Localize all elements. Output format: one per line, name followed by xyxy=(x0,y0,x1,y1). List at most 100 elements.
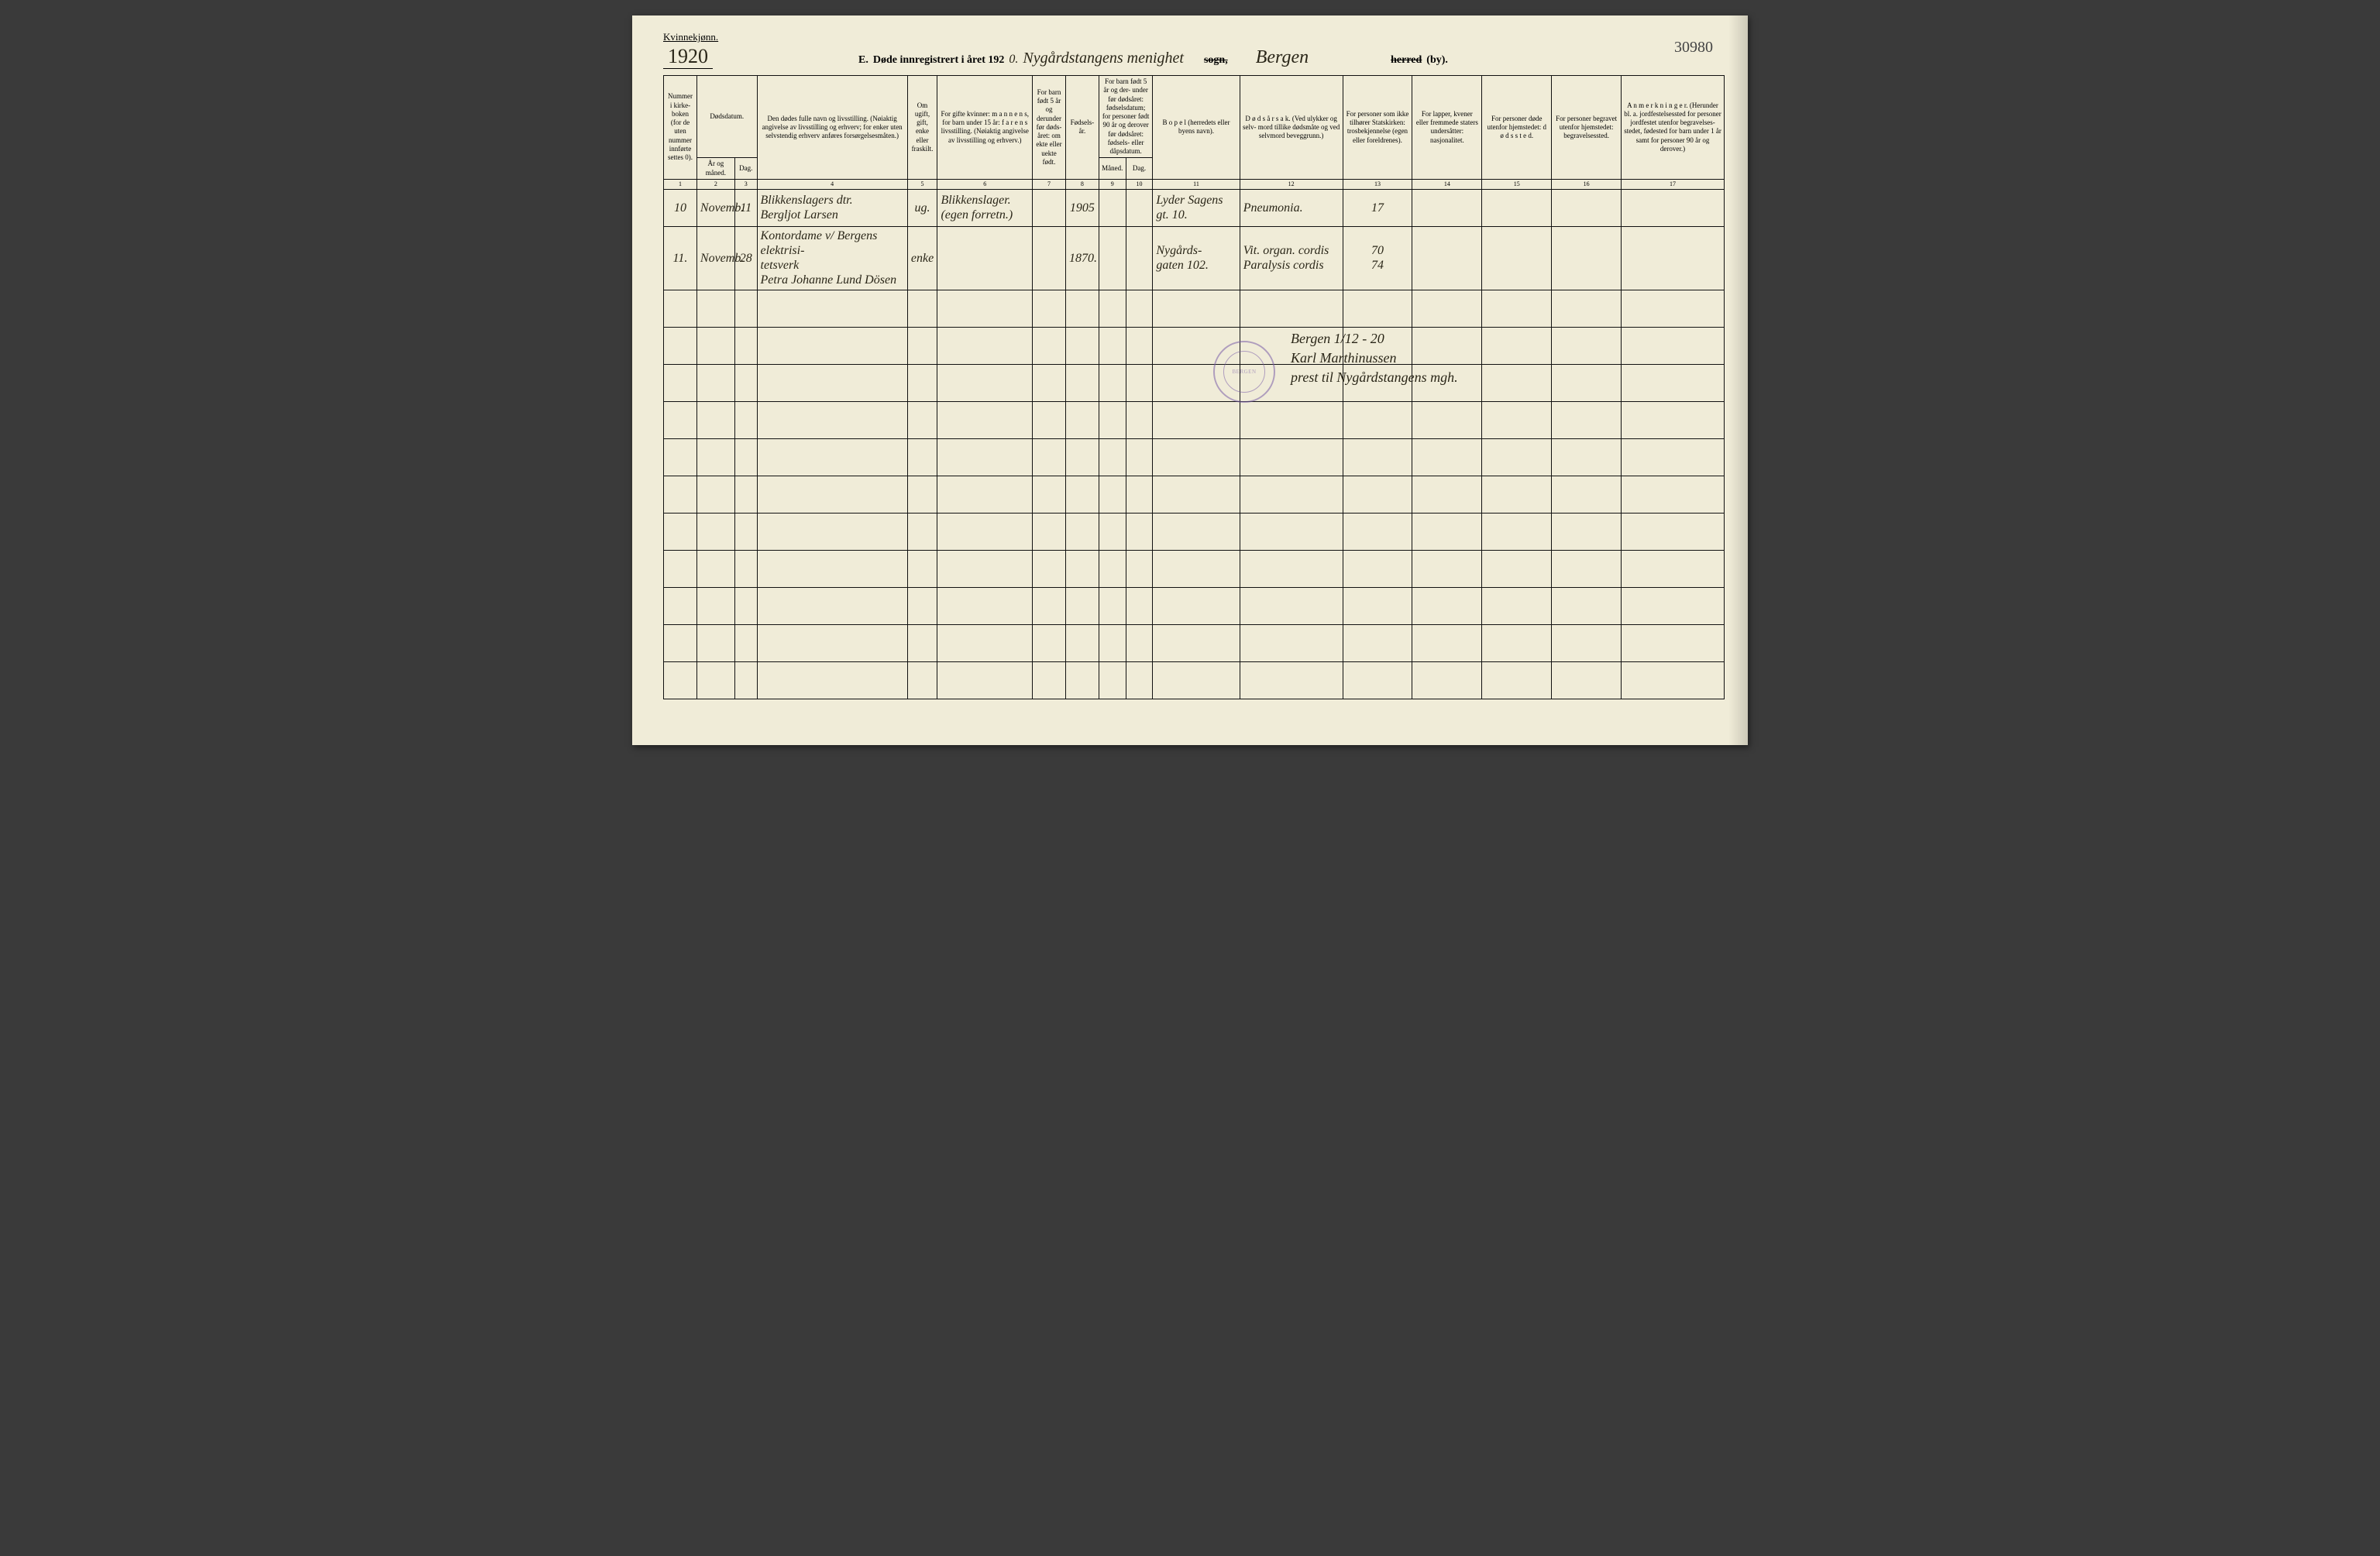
colnum: 16 xyxy=(1552,179,1622,189)
header-row-1: Nummer i kirke- boken (for de uten numme… xyxy=(664,76,1725,158)
col13-header: For personer døde utenfor hjemstedet: d … xyxy=(1482,76,1552,180)
cell-month: Novemb. xyxy=(696,189,734,226)
cell-name: Blikkenslagers dtr.Bergljot Larsen xyxy=(757,189,907,226)
cell-empty xyxy=(1412,189,1482,226)
district-handwritten: Bergen xyxy=(1256,47,1309,68)
col11-header: For personer som ikke tilhører Statskirk… xyxy=(1343,76,1412,180)
by-label: (by). xyxy=(1426,54,1448,67)
col14-header: For personer begravet utenfor hjemstedet… xyxy=(1552,76,1622,180)
cell-bday xyxy=(1126,189,1153,226)
col12-header: For lapper, kvener eller fremmede stater… xyxy=(1412,76,1482,180)
cell-reloc: Blikkenslager.(egen forretn.) xyxy=(937,189,1033,226)
cell-birthyear: 1905 xyxy=(1065,189,1099,226)
table-row xyxy=(664,513,1725,550)
year-handwritten: 1920 xyxy=(663,45,713,69)
col2a-header: År og måned. xyxy=(696,158,734,180)
colnum: 12 xyxy=(1240,179,1343,189)
table-row xyxy=(664,327,1725,364)
colnum: 5 xyxy=(907,179,937,189)
colnum: 14 xyxy=(1412,179,1482,189)
cell-residence: Nygårds-gaten 102. xyxy=(1153,226,1240,290)
signature-title: prest til Nygårdstangens mgh. xyxy=(1291,368,1458,387)
col8b-header: Dag. xyxy=(1126,158,1153,180)
colnum: 3 xyxy=(734,179,757,189)
col7-header: Fødsels- år. xyxy=(1065,76,1099,180)
stamp-text: BERGEN xyxy=(1233,369,1257,375)
table-row xyxy=(664,438,1725,476)
table-row xyxy=(664,364,1725,401)
col1-header: Nummer i kirke- boken (for de uten numme… xyxy=(664,76,697,180)
table-row xyxy=(664,476,1725,513)
col9-header: B o p e l (herredets eller byens navn). xyxy=(1153,76,1240,180)
gender-label: Kvinnekjønn. xyxy=(663,31,718,43)
cell-status: enke xyxy=(907,226,937,290)
colnum: 6 xyxy=(937,179,1033,189)
col2b-header: Dag. xyxy=(734,158,757,180)
parish-stamp: BERGEN xyxy=(1213,341,1275,403)
table-body: 10 Novemb. 11 Blikkenslagers dtr.Bergljo… xyxy=(664,189,1725,699)
cell-reloc xyxy=(937,226,1033,290)
document-page: Kvinnekjønn. 1920 E. Døde innregistrert … xyxy=(632,15,1748,745)
cell-num: 10 xyxy=(664,189,697,226)
table-row xyxy=(664,624,1725,661)
cell-legit xyxy=(1033,189,1066,226)
colnum: 7 xyxy=(1033,179,1066,189)
title-printed: Døde innregistrert i året 192 xyxy=(873,54,1005,67)
colnum: 8 xyxy=(1065,179,1099,189)
cell-empty xyxy=(1622,189,1725,226)
table-row: 10 Novemb. 11 Blikkenslagers dtr.Bergljo… xyxy=(664,189,1725,226)
parish-handwritten: Nygårdstangens menighet xyxy=(1023,50,1184,67)
title-row: E. Døde innregistrert i året 192 0. Nygå… xyxy=(858,47,1448,68)
cell-bmonth xyxy=(1099,226,1126,290)
col15-header: A n m e r k n i n g e r. (Herunder bl. a… xyxy=(1622,76,1725,180)
colnum: 4 xyxy=(757,179,907,189)
cell-c13: 17 xyxy=(1343,189,1412,226)
cell-status: ug. xyxy=(907,189,937,226)
colnum: 15 xyxy=(1482,179,1552,189)
cell-empty xyxy=(1412,226,1482,290)
cell-num: 11. xyxy=(664,226,697,290)
cell-legit xyxy=(1033,226,1066,290)
table-row xyxy=(664,550,1725,587)
cell-c13: 7074 xyxy=(1343,226,1412,290)
corner-page-number: 30980 xyxy=(1674,39,1713,57)
signature-name: Karl Marthinussen xyxy=(1291,349,1458,368)
form-letter: E. xyxy=(858,54,868,67)
header-title-row: 1920 E. Døde innregistrert i året 192 0.… xyxy=(663,45,1725,69)
cell-name: Kontordame v/ Bergens elektrisi-tetsverk… xyxy=(757,226,907,290)
table-row xyxy=(664,587,1725,624)
col4-header: Om ugift, gift, enke eller fraskilt. xyxy=(907,76,937,180)
col2-header: Dødsdatum. xyxy=(696,76,757,158)
table-row xyxy=(664,661,1725,699)
cell-cause: Vit. organ. cordisParalysis cordis xyxy=(1240,226,1343,290)
colnum: 9 xyxy=(1099,179,1126,189)
colnum: 2 xyxy=(696,179,734,189)
cell-birthyear: 1870. xyxy=(1065,226,1099,290)
col6-header: For barn født 5 år og derunder før døds-… xyxy=(1033,76,1066,180)
signature-block: Bergen 1/12 - 20 Karl Marthinussen prest… xyxy=(1291,329,1458,388)
colnum: 13 xyxy=(1343,179,1412,189)
year-suffix: 0. xyxy=(1009,53,1018,67)
header-gender-row: Kvinnekjønn. xyxy=(663,31,1725,43)
herred-label: herred xyxy=(1391,54,1422,67)
table-head: Nummer i kirke- boken (for de uten numme… xyxy=(664,76,1725,190)
table-row xyxy=(664,401,1725,438)
cell-bmonth xyxy=(1099,189,1126,226)
cell-cause: Pneumonia. xyxy=(1240,189,1343,226)
column-number-row: 1 2 3 4 5 6 7 8 9 10 11 12 13 14 15 16 1… xyxy=(664,179,1725,189)
cell-empty xyxy=(1622,226,1725,290)
colnum: 17 xyxy=(1622,179,1725,189)
colnum: 1 xyxy=(664,179,697,189)
col8-header: For barn født 5 år og der- under før død… xyxy=(1099,76,1152,158)
cell-residence: Lyder Sagensgt. 10. xyxy=(1153,189,1240,226)
sogn-label: sogn, xyxy=(1204,54,1228,67)
cell-empty xyxy=(1552,189,1622,226)
signature-place-date: Bergen 1/12 - 20 xyxy=(1291,329,1458,349)
cell-month: Novemb. xyxy=(696,226,734,290)
col10-header: D ø d s å r s a k. (Ved ulykker og selv-… xyxy=(1240,76,1343,180)
col8a-header: Måned. xyxy=(1099,158,1126,180)
table-row: 11. Novemb. 28 Kontordame v/ Bergens ele… xyxy=(664,226,1725,290)
cell-empty xyxy=(1552,226,1622,290)
colnum: 11 xyxy=(1153,179,1240,189)
death-register-table: Nummer i kirke- boken (for de uten numme… xyxy=(663,75,1725,699)
